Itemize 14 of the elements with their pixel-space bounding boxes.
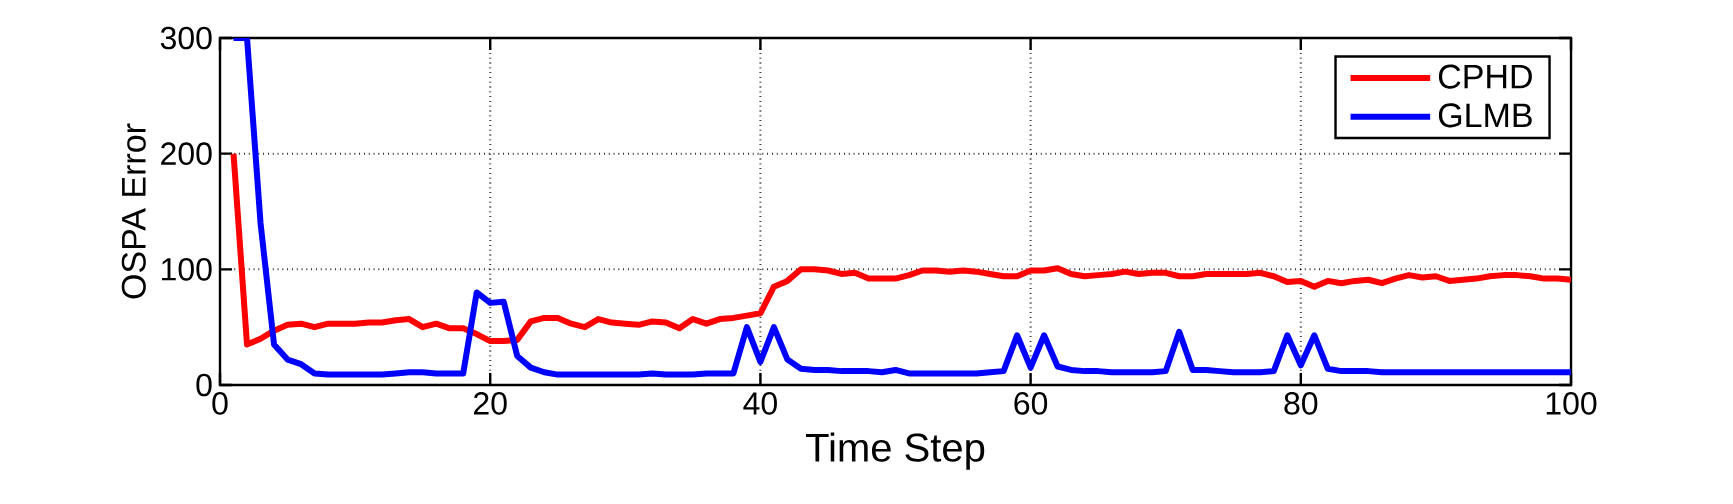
y-tick-label: 0 — [196, 373, 212, 397]
legend-label: GLMB — [1438, 103, 1532, 128]
legend-label: CPHD — [1438, 64, 1532, 89]
y-tick-label: 100 — [162, 258, 212, 281]
y-tick-label: 200 — [161, 142, 212, 165]
x-tick-label: 40 — [743, 392, 777, 415]
x-tick-label: 20 — [474, 392, 507, 415]
x-tick-label: 80 — [1284, 392, 1318, 415]
x-axis-title: Time Step — [806, 432, 985, 470]
y-axis-title: OSPA Error — [121, 123, 146, 299]
x-tick-label: 60 — [1014, 392, 1048, 415]
y-tick-label: 300 — [160, 26, 212, 50]
x-tick-label: 100 — [1546, 392, 1597, 415]
x-tick-label: 0 — [212, 392, 228, 415]
